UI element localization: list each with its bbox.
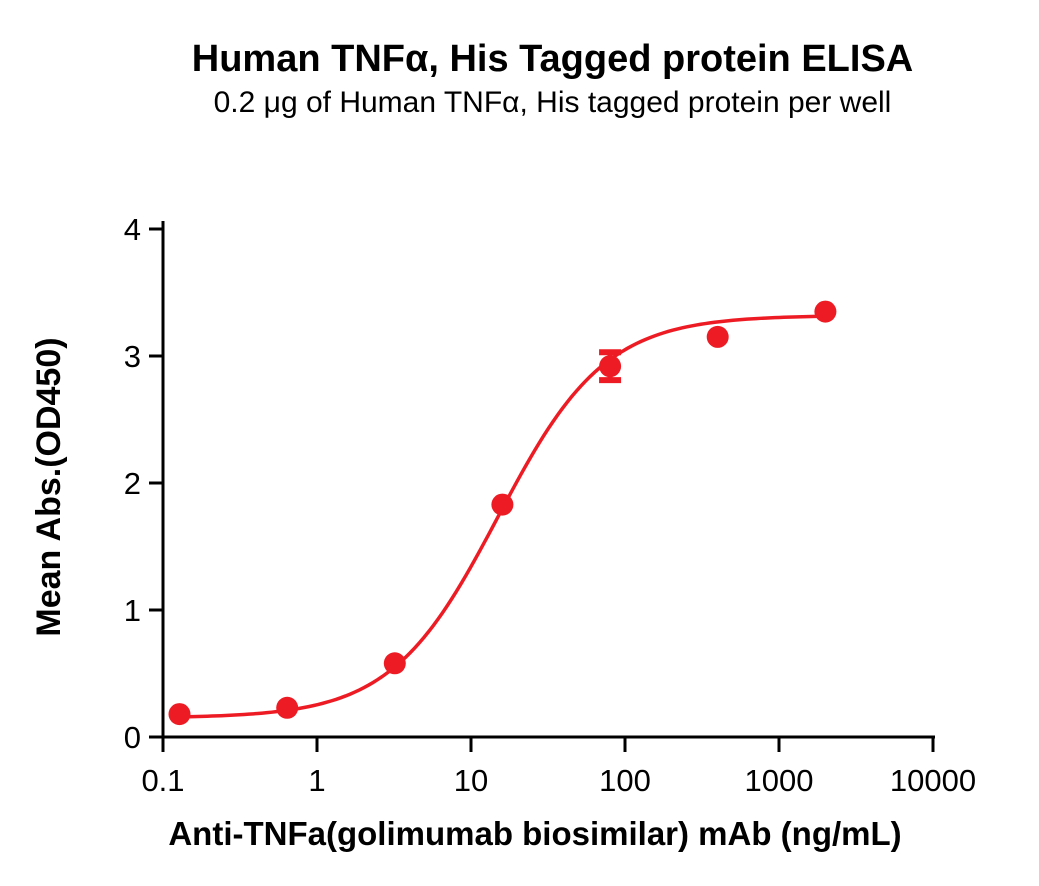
- chart-title: Human TNFα, His Tagged protein ELISA: [191, 38, 914, 80]
- x-axis: 0.1 1 10 100 1000 10000: [141, 735, 976, 798]
- data-point: [814, 300, 837, 323]
- y-axis-title: Mean Abs.(OD450): [30, 337, 68, 636]
- dose-response-curve: [177, 314, 828, 719]
- y-axis: 0 1 2 3 4: [124, 212, 165, 755]
- fit-curve: [177, 314, 828, 719]
- x-tick-label: 100: [599, 763, 651, 798]
- y-tick-label: 1: [124, 593, 141, 628]
- x-tick-label: 1: [308, 763, 325, 798]
- x-tick-label: 10: [454, 763, 488, 798]
- x-axis-title: Anti-TNFa(golimumab biosimilar) mAb (ng/…: [168, 815, 901, 852]
- y-tick-label: 0: [124, 720, 141, 755]
- y-tick-label: 2: [124, 466, 141, 501]
- data-point: [706, 325, 729, 348]
- data-point: [168, 703, 191, 726]
- x-tick-label: 0.1: [141, 763, 184, 798]
- y-tick-label: 4: [124, 212, 141, 247]
- data-point: [383, 652, 406, 675]
- data-point: [599, 355, 622, 378]
- data-point: [491, 493, 514, 516]
- x-tick-label: 1000: [745, 763, 814, 798]
- chart-subtitle: 0.2 μg of Human TNFα, His tagged protein…: [213, 86, 892, 119]
- data-point: [276, 696, 299, 719]
- y-tick-label: 3: [124, 339, 141, 374]
- data-points: [168, 300, 837, 726]
- x-tick-label: 10000: [890, 763, 976, 798]
